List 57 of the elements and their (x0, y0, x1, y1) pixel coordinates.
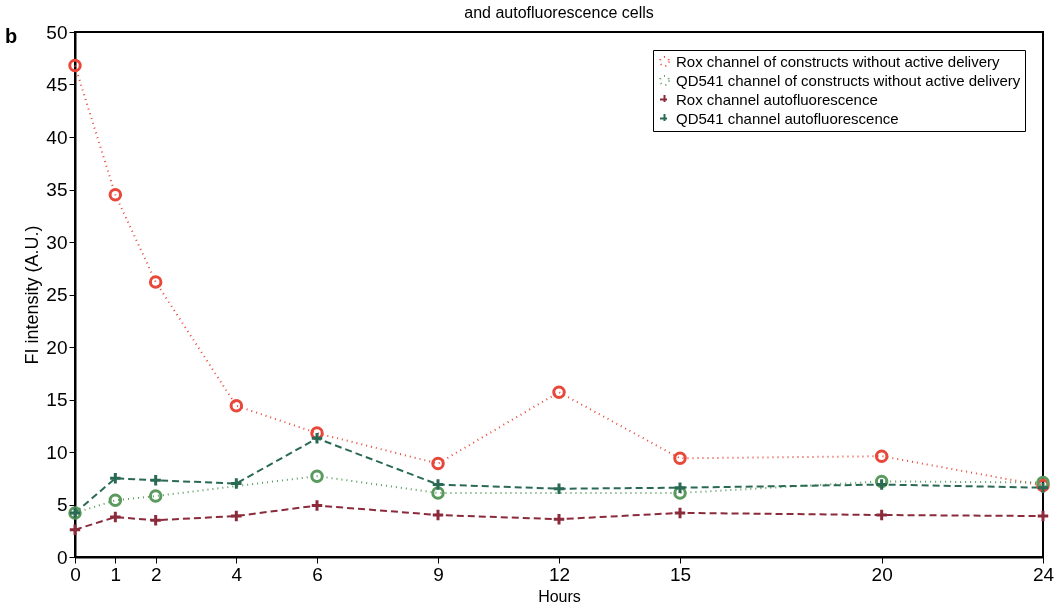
point (108, 510, 123, 524)
point (431, 486, 445, 500)
point (229, 399, 244, 413)
x-tick-label: 6 (312, 563, 323, 585)
text: b (5, 25, 18, 47)
y-tick-label: 0 (56, 546, 68, 568)
point (229, 476, 244, 491)
point (148, 489, 163, 503)
point (431, 456, 445, 471)
point (552, 385, 566, 399)
y-tick-label: 50 (46, 21, 68, 43)
y-tick-label: 20 (46, 336, 68, 358)
point (874, 449, 889, 463)
chart-title: and autofluorescence cells (464, 4, 654, 21)
y-tick-label: 25 (46, 284, 68, 305)
point (431, 477, 445, 492)
point (310, 469, 324, 483)
x-tick-label: 12 (548, 563, 571, 585)
point (108, 493, 123, 508)
point (431, 508, 445, 522)
point (673, 451, 687, 466)
x-tick-label: 1 (110, 563, 122, 585)
point (68, 58, 82, 73)
legend-label: Rox channel autofluorescence (676, 90, 878, 108)
point (673, 506, 687, 520)
x-tick-label: 9 (433, 563, 444, 585)
point (1036, 509, 1050, 523)
point (68, 522, 82, 537)
point (148, 275, 163, 289)
y-tick-label: 10 (46, 441, 68, 463)
y-tick-label: 40 (46, 126, 68, 148)
point (148, 473, 163, 488)
x-axis-title: Hours (538, 587, 581, 605)
legend-label: QD541 channel of constructs without active delivery (676, 71, 1021, 89)
x-tick-label: 15 (669, 563, 692, 585)
legend-label: Rox channel of constructs without active delivery (676, 52, 1000, 70)
point (552, 482, 566, 496)
point (108, 188, 123, 202)
x-tick-label: 20 (871, 563, 893, 585)
y-tick-label: 35 (46, 179, 68, 200)
y-tick-label: 30 (46, 231, 68, 253)
y-tick-label: 45 (46, 74, 68, 95)
point (229, 509, 244, 523)
point (552, 512, 566, 526)
x-tick-label: 2 (150, 563, 162, 585)
point (310, 498, 324, 513)
y-tick-label: 15 (46, 389, 68, 410)
y-tick-label: 5 (56, 494, 68, 515)
y-axis-title: FI intensity (A.U.) (22, 225, 43, 365)
x-tick-label: 4 (231, 563, 243, 585)
point (148, 513, 163, 527)
point (874, 508, 889, 522)
point (310, 431, 324, 446)
x-tick-label: 24 (1032, 563, 1055, 585)
point (108, 471, 123, 485)
point (673, 480, 687, 495)
legend-label: QD541 channel autofluorescence (676, 109, 899, 127)
